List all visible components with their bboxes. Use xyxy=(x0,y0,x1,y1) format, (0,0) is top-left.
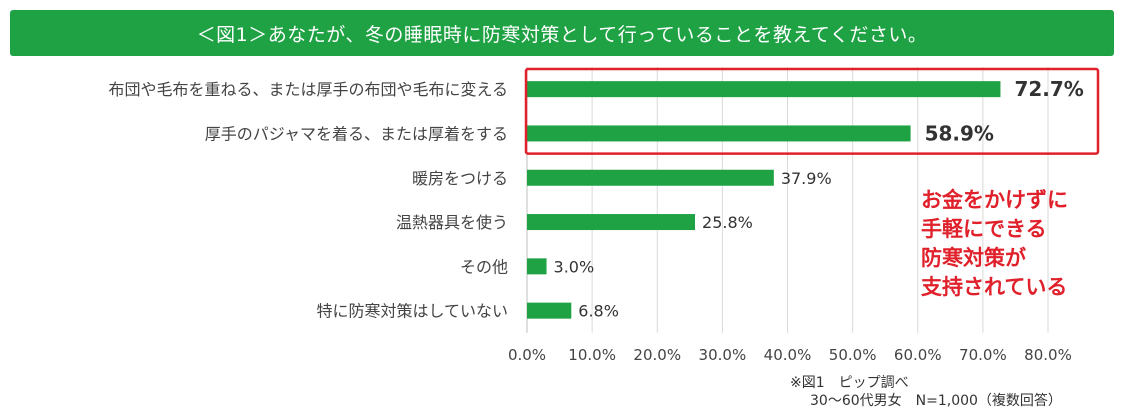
x-tick-label: 30.0% xyxy=(699,346,747,364)
x-tick-label: 20.0% xyxy=(633,346,681,364)
x-tick-label: 80.0% xyxy=(1024,346,1072,364)
x-tick-label: 0.0% xyxy=(508,346,546,364)
bar xyxy=(527,169,774,186)
data-label: 58.9% xyxy=(925,121,994,145)
x-tick-label: 70.0% xyxy=(959,346,1007,364)
bar xyxy=(527,302,572,319)
x-tick-label: 50.0% xyxy=(829,346,877,364)
source-note-line: ※図1 ピップ調べ xyxy=(790,375,909,391)
source-note-line: 30～60代男女 N=1,000（複数回答） xyxy=(810,393,1062,409)
data-label: 72.7% xyxy=(1014,77,1083,101)
source-note: ※図1 ピップ調べ 30～60代男女 N=1,000（複数回答） xyxy=(790,374,1110,410)
annotation-callout: お金をかけずに 手軽にできる 防寒対策が 支持されている xyxy=(921,186,1121,302)
title-banner: ＜図1＞あなたが、冬の睡眠時に防寒対策として行っていることを教えてください。 xyxy=(10,10,1114,56)
bar xyxy=(527,81,1001,98)
annotation-line: 支持されている xyxy=(921,275,1068,299)
bar xyxy=(527,125,911,142)
category-label: 特に防寒対策はしていない xyxy=(316,302,508,321)
category-label: 布団や毛布を重ねる、または厚手の布団や毛布に変える xyxy=(108,80,508,99)
data-label: 37.9% xyxy=(781,169,832,188)
chart-title: ＜図1＞あなたが、冬の睡眠時に防寒対策として行っていることを教えてください。 xyxy=(196,23,928,46)
bar xyxy=(527,258,547,275)
data-label: 6.8% xyxy=(578,302,619,321)
annotation-line: お金をかけずに xyxy=(921,188,1068,212)
x-tick-label: 60.0% xyxy=(894,346,942,364)
bar xyxy=(527,214,696,231)
x-tick-label: 10.0% xyxy=(568,346,616,364)
x-tick-label: 40.0% xyxy=(764,346,812,364)
category-label: その他 xyxy=(460,257,508,276)
annotation-line: 手軽にできる xyxy=(921,217,1047,241)
annotation-line: 防寒対策が xyxy=(921,246,1026,270)
highlight-box xyxy=(524,67,1100,155)
category-label: 暖房をつける xyxy=(412,169,508,188)
data-label: 25.8% xyxy=(702,213,753,232)
category-label: 温熱器具を使う xyxy=(396,213,508,232)
category-label: 厚手のパジャマを着る、または厚着をする xyxy=(205,124,508,143)
data-label: 3.0% xyxy=(554,257,595,276)
